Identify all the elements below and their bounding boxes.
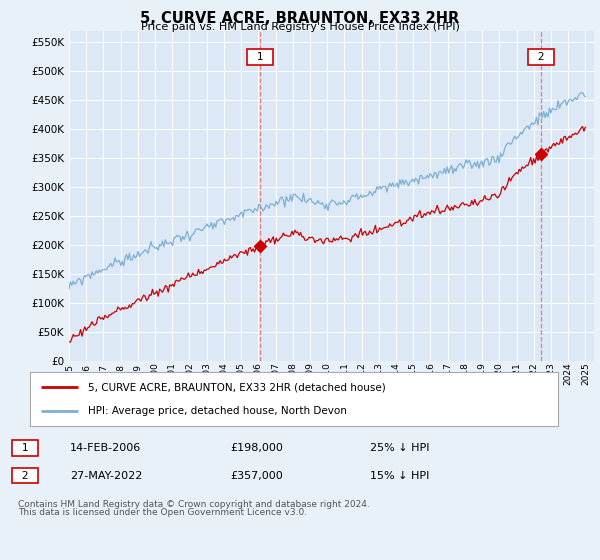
Text: £198,000: £198,000 [230,443,283,453]
Text: £357,000: £357,000 [230,470,283,480]
Text: 5, CURVE ACRE, BRAUNTON, EX33 2HR: 5, CURVE ACRE, BRAUNTON, EX33 2HR [140,11,460,26]
Text: HPI: Average price, detached house, North Devon: HPI: Average price, detached house, Nort… [88,405,347,416]
Text: 25% ↓ HPI: 25% ↓ HPI [370,443,430,453]
Text: 2: 2 [530,52,551,62]
Text: 15% ↓ HPI: 15% ↓ HPI [370,470,430,480]
Text: Price paid vs. HM Land Registry's House Price Index (HPI): Price paid vs. HM Land Registry's House … [140,22,460,32]
Text: 1: 1 [250,52,271,62]
Text: 14-FEB-2006: 14-FEB-2006 [70,443,141,453]
Text: 5, CURVE ACRE, BRAUNTON, EX33 2HR (detached house): 5, CURVE ACRE, BRAUNTON, EX33 2HR (detac… [88,382,386,393]
Text: 1: 1 [15,443,35,453]
Text: This data is licensed under the Open Government Licence v3.0.: This data is licensed under the Open Gov… [18,508,307,517]
Text: 2: 2 [15,470,35,480]
Text: Contains HM Land Registry data © Crown copyright and database right 2024.: Contains HM Land Registry data © Crown c… [18,500,370,509]
Text: 27-MAY-2022: 27-MAY-2022 [70,470,142,480]
